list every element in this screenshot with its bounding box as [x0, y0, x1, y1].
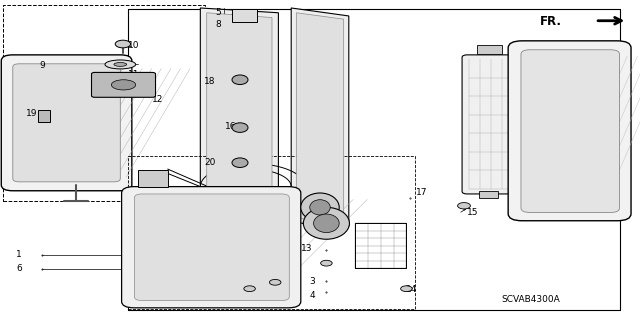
- Circle shape: [269, 279, 281, 285]
- Text: 12: 12: [152, 95, 164, 104]
- FancyBboxPatch shape: [122, 187, 301, 308]
- Polygon shape: [296, 13, 344, 227]
- Circle shape: [321, 260, 332, 266]
- Bar: [38, 110, 50, 122]
- FancyBboxPatch shape: [134, 194, 289, 300]
- Bar: [477, 45, 502, 54]
- Text: 2: 2: [172, 197, 178, 206]
- Text: 19: 19: [26, 109, 37, 118]
- Circle shape: [401, 286, 412, 292]
- Ellipse shape: [301, 193, 339, 222]
- FancyBboxPatch shape: [1, 55, 132, 191]
- Text: 5: 5: [215, 8, 221, 17]
- Text: 18: 18: [204, 77, 216, 86]
- Text: 10: 10: [128, 41, 140, 50]
- Text: 20: 20: [204, 158, 216, 167]
- Text: 16: 16: [225, 122, 237, 130]
- Circle shape: [458, 203, 470, 209]
- Text: 17: 17: [416, 189, 428, 197]
- Ellipse shape: [232, 75, 248, 85]
- Ellipse shape: [232, 123, 248, 132]
- Text: 1: 1: [16, 250, 22, 259]
- Text: SCVAB4300A: SCVAB4300A: [502, 295, 561, 304]
- Text: 15: 15: [467, 208, 479, 217]
- Text: 7: 7: [172, 213, 178, 222]
- Ellipse shape: [232, 158, 248, 167]
- Text: 3: 3: [310, 277, 316, 286]
- Text: 9: 9: [39, 61, 45, 70]
- Text: 14: 14: [406, 285, 417, 294]
- Text: 11: 11: [128, 70, 140, 79]
- Ellipse shape: [105, 60, 136, 69]
- Polygon shape: [291, 8, 349, 231]
- Polygon shape: [200, 8, 278, 211]
- Circle shape: [115, 40, 131, 48]
- Bar: [232, 9, 257, 22]
- Text: 4: 4: [310, 291, 316, 300]
- Ellipse shape: [303, 207, 349, 239]
- Ellipse shape: [114, 63, 127, 66]
- Text: 6: 6: [16, 264, 22, 273]
- Text: FR.: FR.: [540, 15, 562, 27]
- FancyBboxPatch shape: [508, 41, 631, 221]
- Bar: [138, 170, 168, 187]
- Ellipse shape: [310, 200, 330, 215]
- Ellipse shape: [314, 214, 339, 233]
- Bar: [479, 191, 498, 198]
- FancyBboxPatch shape: [13, 64, 120, 182]
- Circle shape: [244, 286, 255, 292]
- Text: 8: 8: [215, 20, 221, 29]
- FancyBboxPatch shape: [92, 72, 156, 97]
- Ellipse shape: [111, 80, 136, 90]
- FancyBboxPatch shape: [462, 55, 520, 194]
- Polygon shape: [207, 13, 272, 205]
- Text: 14: 14: [242, 285, 253, 294]
- FancyBboxPatch shape: [521, 50, 620, 212]
- Text: 13: 13: [301, 244, 312, 253]
